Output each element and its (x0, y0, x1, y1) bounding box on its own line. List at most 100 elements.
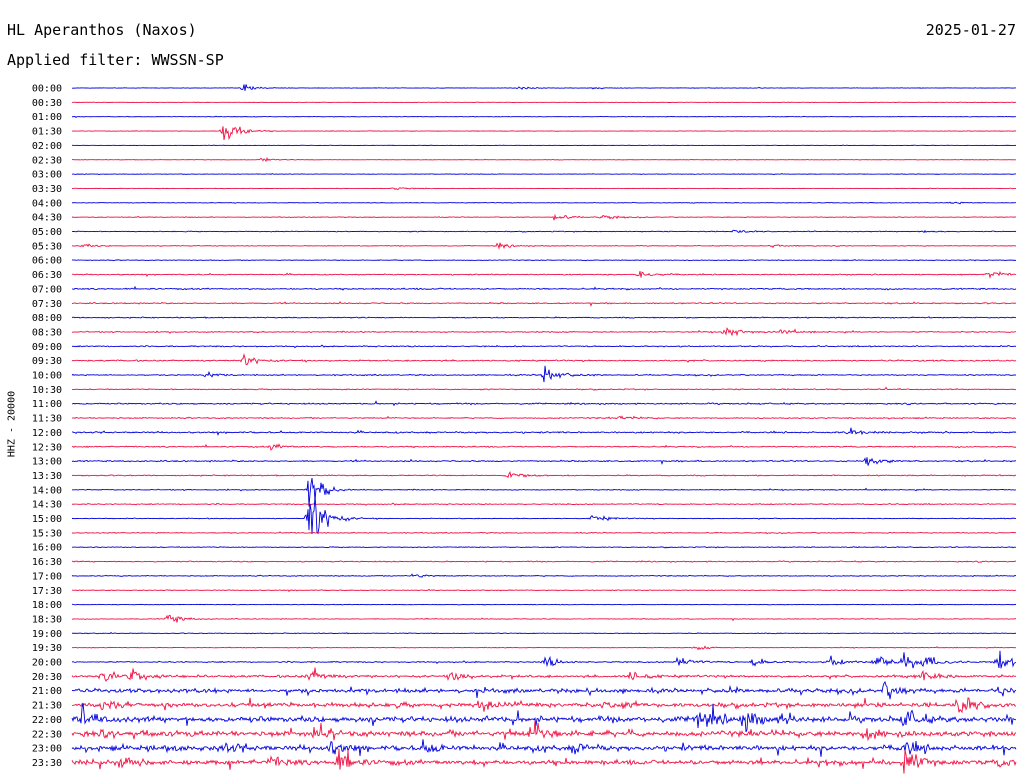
trace-line (71, 144, 1017, 147)
time-tick-label: 18:30 (32, 614, 62, 625)
trace-line (71, 316, 1017, 319)
trace-line (71, 270, 1017, 279)
time-tick-label: 11:30 (32, 414, 62, 425)
station-title: HL Aperanthos (Naxos) (7, 21, 197, 39)
time-tick-label: 09:00 (32, 342, 62, 353)
trace-line (71, 365, 1017, 383)
time-tick-label: 04:00 (32, 198, 62, 209)
time-tick-label: 20:00 (32, 658, 62, 669)
time-tick-label: 21:30 (32, 701, 62, 712)
time-tick-label: 14:00 (32, 485, 62, 496)
time-tick-label: 16:30 (32, 557, 62, 568)
trace-line (71, 697, 1017, 714)
time-tick-label: 22:30 (32, 729, 62, 740)
time-tick-label: 07:30 (32, 299, 62, 310)
time-tick-label: 13:00 (32, 457, 62, 468)
trace-line (71, 386, 1017, 391)
time-tick-label: 19:00 (32, 629, 62, 640)
time-tick-label: 08:30 (32, 327, 62, 338)
time-tick-label: 14:30 (32, 500, 62, 511)
trace-line (71, 739, 1017, 757)
time-tick-label: 03:30 (32, 184, 62, 195)
trace-line (71, 680, 1017, 700)
trace-line (71, 443, 1017, 451)
trace-line (71, 720, 1017, 742)
time-tick-label: 01:30 (32, 127, 62, 138)
trace-line (71, 353, 1017, 366)
trace-line (71, 632, 1017, 635)
trace-line (71, 560, 1017, 563)
trace-line (71, 285, 1017, 291)
time-tick-label: 06:30 (32, 270, 62, 281)
time-tick-label: 15:30 (32, 528, 62, 539)
trace-line (71, 748, 1017, 774)
trace-line (71, 156, 1017, 163)
trace-line (71, 229, 1017, 234)
time-tick-label: 11:00 (32, 399, 62, 410)
time-tick-label: 12:00 (32, 428, 62, 439)
time-tick-label: 17:30 (32, 586, 62, 597)
trace-line (71, 614, 1017, 623)
trace-line (71, 477, 1017, 507)
time-tick-label: 04:30 (32, 213, 62, 224)
time-tick-label: 07:00 (32, 284, 62, 295)
time-tick-label: 21:00 (32, 686, 62, 697)
time-tick-label: 13:30 (32, 471, 62, 482)
trace-line (71, 301, 1017, 307)
time-tick-label: 15:00 (32, 514, 62, 525)
filter-label: Applied filter: WWSSN-SP (7, 51, 224, 69)
trace-line (71, 573, 1017, 578)
trace-line (71, 546, 1017, 549)
time-tick-label: 20:30 (32, 672, 62, 683)
time-tick-label: 00:00 (32, 84, 62, 95)
time-tick-label: 05:30 (32, 241, 62, 252)
time-tick-label: 00:30 (32, 98, 62, 109)
time-tick-label: 02:30 (32, 155, 62, 166)
trace-line (71, 187, 1017, 191)
trace-line (71, 213, 1017, 221)
trace-line (71, 457, 1017, 466)
time-tick-label: 01:00 (32, 112, 62, 123)
record-date: 2025-01-27 (925, 21, 1016, 39)
time-tick-label: 17:00 (32, 571, 62, 582)
trace-line (71, 415, 1017, 420)
time-tick-label: 10:00 (32, 371, 62, 382)
trace-line (71, 645, 1017, 651)
trace-line (71, 101, 1017, 104)
trace-line (71, 702, 1017, 733)
time-tick-label: 23:00 (32, 744, 62, 755)
time-tick-label: 08:00 (32, 313, 62, 324)
trace-line (71, 603, 1017, 606)
time-tick-label: 03:00 (32, 170, 62, 181)
trace-line (71, 531, 1017, 535)
time-tick-label: 18:00 (32, 600, 62, 611)
time-tick-label: 05:00 (32, 227, 62, 238)
time-tick-label: 10:30 (32, 385, 62, 396)
trace-line (71, 115, 1017, 118)
trace-line (71, 502, 1017, 506)
trace-line (71, 667, 1017, 682)
trace-line (72, 327, 1017, 337)
trace-line (71, 173, 1017, 176)
trace-line (71, 427, 1017, 437)
time-tick-label: 19:30 (32, 643, 62, 654)
time-tick-label: 09:30 (32, 356, 62, 367)
trace-line (71, 400, 1017, 407)
trace-line (71, 471, 1017, 479)
trace-line (71, 242, 1017, 250)
trace-line (71, 650, 1017, 669)
trace-line (71, 84, 1017, 91)
trace-line (71, 259, 1017, 262)
trace-line (71, 496, 1017, 535)
trace-line (71, 344, 1017, 349)
time-tick-label: 23:30 (32, 758, 62, 769)
trace-line (71, 588, 1017, 593)
time-tick-label: 16:00 (32, 543, 62, 554)
time-tick-label: 22:00 (32, 715, 62, 726)
time-tick-label: 02:00 (32, 141, 62, 152)
time-tick-label: 12:30 (32, 442, 62, 453)
trace-line (71, 126, 1017, 141)
trace-line (71, 201, 1017, 205)
time-tick-label: 06:00 (32, 256, 62, 267)
